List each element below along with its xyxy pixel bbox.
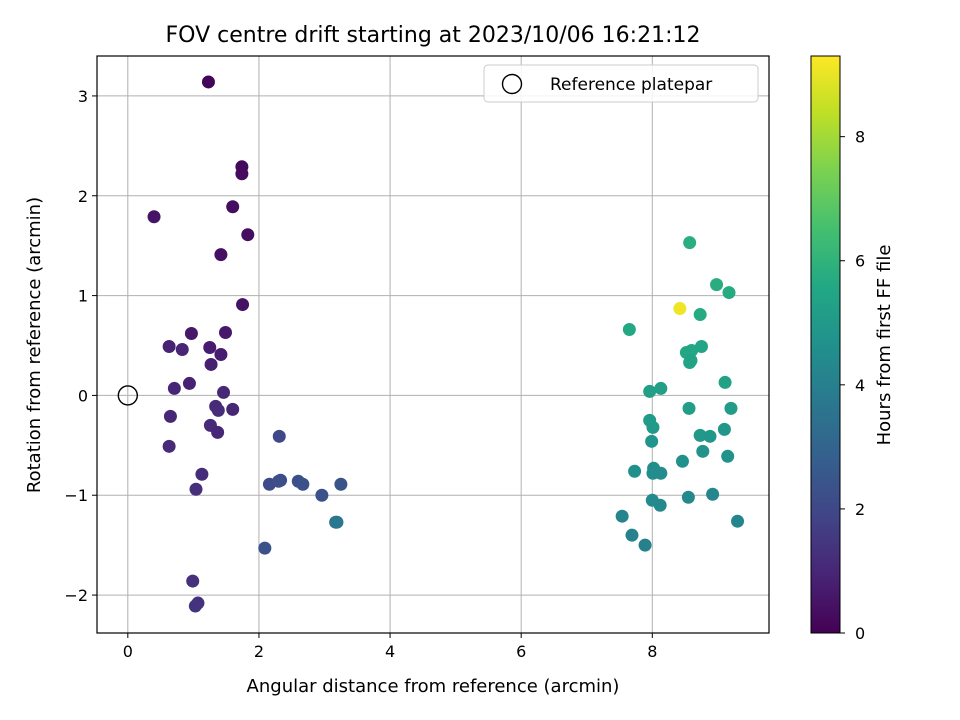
y-tick-label: 0 <box>78 386 88 405</box>
data-point <box>211 425 225 439</box>
y-tick-label: 3 <box>78 87 88 106</box>
colorbar-tick-label: 4 <box>855 376 865 395</box>
data-point <box>682 401 696 415</box>
data-point <box>235 167 249 181</box>
data-point <box>625 528 639 542</box>
data-point <box>217 385 231 399</box>
data-point <box>717 422 731 436</box>
data-point <box>226 200 240 214</box>
data-point <box>211 403 225 417</box>
data-point <box>684 353 698 367</box>
x-tick-label: 6 <box>516 642 526 661</box>
y-tick-label: −1 <box>64 486 88 505</box>
data-point <box>236 298 250 312</box>
data-point <box>218 326 232 340</box>
data-point <box>703 429 717 443</box>
data-point <box>643 384 657 398</box>
data-point <box>675 454 689 468</box>
data-point <box>204 357 218 371</box>
colorbar: 0 2 4 6 8 Hours from first FF file <box>810 55 895 643</box>
data-point <box>195 467 209 481</box>
colorbar-tick-label: 8 <box>855 128 865 147</box>
colorbar-gradient <box>810 55 841 634</box>
data-point <box>685 343 699 357</box>
data-point <box>722 286 736 300</box>
data-point <box>272 474 286 488</box>
y-tick-label: 1 <box>78 287 88 306</box>
plot-area: 0 2 4 6 8 −2 −1 0 1 2 3 <box>64 55 770 661</box>
data-point <box>272 429 286 443</box>
data-point <box>189 482 203 496</box>
data-point <box>718 375 732 389</box>
data-point <box>653 498 667 512</box>
x-axis-label: Angular distance from reference (arcmin) <box>247 676 620 697</box>
chart-title: FOV centre drift starting at 2023/10/06 … <box>166 23 701 48</box>
data-point <box>654 381 668 395</box>
data-point <box>162 339 176 353</box>
data-point <box>654 466 668 480</box>
data-point <box>721 449 735 463</box>
legend-box <box>483 64 759 103</box>
colorbar-tick-label: 6 <box>855 252 865 271</box>
plot-background <box>97 56 769 633</box>
data-point <box>334 477 348 491</box>
data-point <box>706 487 720 501</box>
x-tick-label: 2 <box>254 642 264 661</box>
data-point <box>646 420 660 434</box>
data-point <box>203 340 217 354</box>
data-point <box>693 308 707 322</box>
data-point <box>330 515 344 529</box>
data-point <box>731 514 745 528</box>
data-point <box>182 376 196 390</box>
data-point <box>673 302 687 316</box>
x-tick-label: 4 <box>385 642 395 661</box>
data-point <box>186 574 200 588</box>
colorbar-tick-label: 0 <box>855 624 865 643</box>
x-tick-label: 8 <box>647 642 657 661</box>
data-point <box>710 278 724 292</box>
data-point <box>683 236 697 250</box>
data-point <box>694 339 708 353</box>
legend-marker <box>501 73 523 95</box>
data-point <box>175 342 189 356</box>
data-point <box>645 434 659 448</box>
data-point <box>724 401 738 415</box>
y-tick-label: 2 <box>78 187 88 206</box>
data-point <box>226 402 240 416</box>
y-tick-label: −2 <box>64 586 88 605</box>
data-point <box>184 327 198 341</box>
legend-label: Reference platepar <box>550 75 712 95</box>
data-point <box>163 409 177 423</box>
data-point <box>147 210 161 224</box>
data-point <box>241 228 255 242</box>
reference-marker <box>117 385 139 406</box>
colorbar-label: Hours from first FF file <box>874 245 895 446</box>
data-point <box>214 347 228 361</box>
x-tick-label: 0 <box>123 642 133 661</box>
y-axis-label: Rotation from reference (arcmin) <box>24 197 45 493</box>
data-point <box>628 464 642 478</box>
data-point <box>167 381 181 395</box>
data-point <box>188 599 202 613</box>
colorbar-tick-label: 2 <box>855 500 865 519</box>
data-point <box>296 477 310 491</box>
data-point <box>162 439 176 453</box>
data-point <box>315 488 329 502</box>
data-point <box>214 248 228 262</box>
data-point <box>696 444 710 458</box>
data-point <box>615 509 629 523</box>
legend: Reference platepar <box>483 64 759 103</box>
data-point <box>258 541 272 555</box>
data-point <box>201 75 215 89</box>
data-point <box>681 490 695 504</box>
data-point <box>622 323 636 337</box>
data-point <box>638 538 652 552</box>
plot-frame <box>96 55 770 634</box>
data-point <box>693 428 707 442</box>
